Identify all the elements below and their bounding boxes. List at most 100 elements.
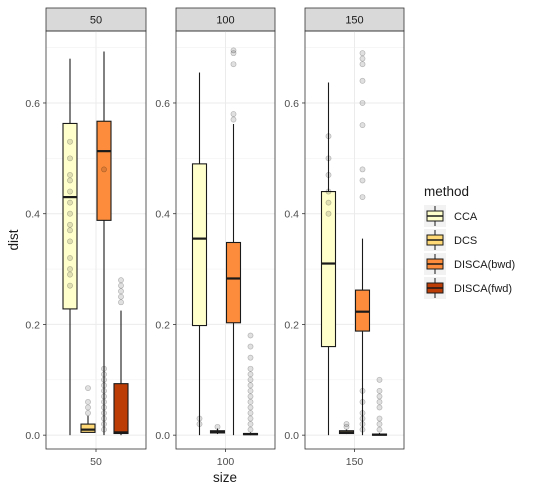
box — [354, 289, 371, 332]
outlier-point — [67, 227, 73, 234]
outlier-point — [359, 194, 366, 200]
y-tick-label: 0.6 — [155, 98, 170, 110]
legend-title: method — [424, 184, 469, 199]
outlier-point — [247, 332, 254, 339]
y-tick-label: 0.0 — [155, 430, 170, 442]
y-tick-label: 0.2 — [284, 319, 299, 331]
outlier-point — [101, 421, 107, 427]
box — [225, 241, 242, 324]
outlier-point — [343, 423, 350, 430]
outlier-point — [118, 277, 124, 284]
y-axis-title: dist — [6, 229, 21, 250]
outlier-point — [247, 415, 254, 422]
outlier-point — [85, 385, 91, 391]
y-tick-label: 0.6 — [25, 98, 40, 110]
outlier-point — [101, 387, 107, 394]
box — [320, 191, 337, 348]
outlier-point — [359, 122, 366, 129]
outlier-point — [101, 426, 107, 433]
outlier-point — [359, 166, 366, 173]
outlier-point — [376, 415, 383, 422]
outlier-point — [247, 382, 254, 389]
y-tick-label: 0.2 — [155, 319, 170, 331]
outlier-point — [67, 271, 73, 278]
outlier-point — [118, 282, 124, 289]
facet-label: 50 — [90, 15, 102, 27]
outlier-point — [359, 387, 366, 394]
outlier-point — [359, 77, 366, 84]
facet-label: 150 — [345, 15, 363, 27]
legend-entry-label: DISCA(bwd) — [454, 259, 515, 271]
y-tick-label: 0.4 — [155, 209, 170, 221]
outlier-point — [247, 376, 254, 383]
outlier-point — [376, 387, 383, 394]
outlier-point — [325, 188, 332, 195]
outlier-point — [359, 399, 366, 405]
y-tick-label: 0.4 — [284, 209, 299, 221]
outlier-point — [230, 50, 237, 57]
outlier-point — [67, 282, 73, 289]
x-tick-label: 50 — [90, 456, 102, 468]
outlier-point — [67, 177, 73, 184]
outlier-point — [359, 50, 366, 57]
outlier-point — [230, 116, 237, 123]
outlier-point — [376, 376, 383, 383]
outlier-point — [101, 376, 107, 383]
outlier-point — [101, 371, 107, 378]
outlier-point — [67, 266, 73, 272]
box — [96, 120, 112, 221]
outlier-point — [359, 410, 366, 416]
outlier-point — [101, 382, 107, 389]
outlier-point — [247, 343, 254, 350]
outlier-point — [359, 426, 366, 433]
y-tick-label: 0.6 — [284, 98, 299, 110]
box — [191, 163, 208, 327]
box — [62, 122, 78, 310]
outlier-point — [85, 410, 91, 416]
outlier-point — [118, 299, 124, 306]
legend-entry-label: DCS — [454, 235, 477, 247]
outlier-point — [247, 404, 254, 411]
outlier-point — [85, 399, 91, 405]
outlier-point — [359, 421, 366, 427]
outlier-point — [247, 354, 254, 361]
outlier-point — [67, 221, 73, 228]
outlier-point — [67, 238, 73, 245]
outlier-point — [376, 399, 383, 405]
outlier-point — [230, 111, 237, 117]
outlier-point — [247, 371, 254, 378]
x-tick-label: 100 — [217, 456, 235, 468]
outlier-point — [118, 293, 124, 300]
outlier-point — [101, 404, 107, 411]
outlier-point — [214, 423, 221, 430]
outlier-point — [247, 410, 254, 416]
outlier-point — [247, 399, 254, 405]
outlier-point — [325, 133, 332, 140]
outlier-point — [101, 410, 107, 416]
outlier-point — [359, 55, 366, 62]
outlier-point — [67, 138, 73, 145]
outlier-point — [67, 172, 73, 178]
box — [80, 423, 96, 433]
y-tick-label: 0.2 — [25, 319, 40, 331]
outlier-point — [230, 61, 237, 68]
x-axis-title: size — [213, 470, 237, 485]
outlier-point — [230, 47, 237, 54]
outlier-point — [101, 415, 107, 422]
outlier-point — [101, 399, 107, 405]
y-tick-label: 0.0 — [284, 430, 299, 442]
outlier-point — [67, 188, 73, 195]
box — [113, 383, 129, 435]
outlier-point — [359, 177, 366, 184]
outlier-point — [376, 404, 383, 411]
x-tick-label: 150 — [346, 456, 364, 468]
facet-label: 100 — [216, 15, 234, 27]
outlier-point — [101, 365, 107, 372]
outlier-point — [325, 210, 332, 217]
outlier-point — [85, 404, 91, 411]
outlier-point — [67, 155, 73, 162]
outlier-point — [359, 100, 366, 106]
outlier-point — [101, 166, 107, 173]
outlier-point — [196, 421, 203, 427]
